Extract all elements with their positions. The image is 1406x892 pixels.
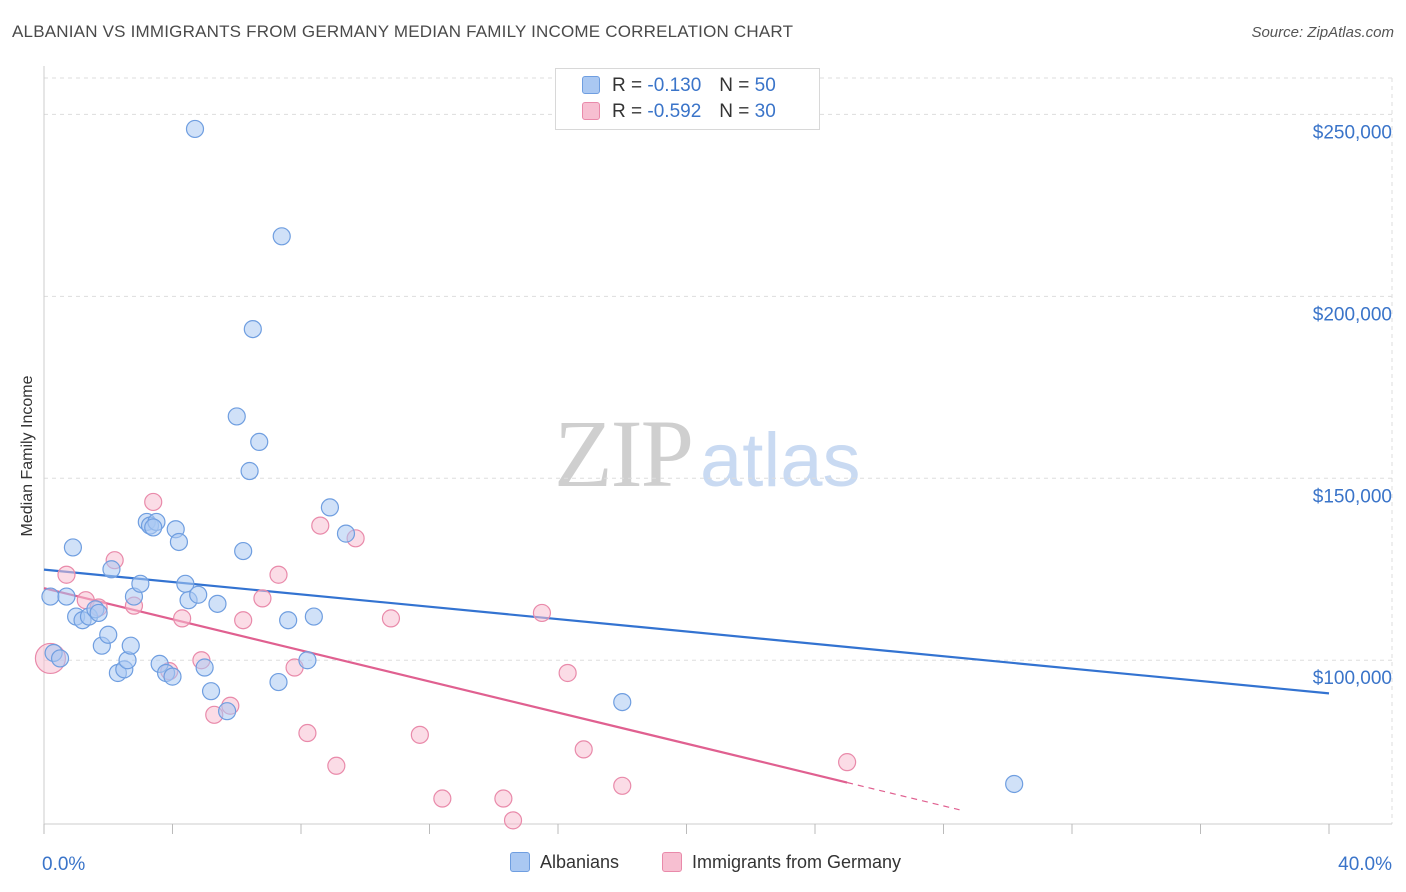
y-tick-label-250000: $250,000 <box>1313 122 1392 143</box>
y-tick-label-150000: $150,000 <box>1313 486 1392 507</box>
point-germany-20 <box>381 609 401 628</box>
point-albanians-26 <box>169 532 189 552</box>
trend-layer <box>43 568 1330 811</box>
legend-row-albanians: R = -0.130 N = 50 <box>582 75 776 99</box>
point-germany-8 <box>173 609 192 628</box>
point-germany-24 <box>503 811 523 830</box>
point-albanians-48 <box>1005 774 1024 794</box>
point-germany-21 <box>410 725 429 744</box>
point-albanians-2 <box>50 649 70 668</box>
stats-legend: R = -0.130 N = 50 R = -0.592 N = 30 <box>555 68 820 130</box>
source-label: Source: ZipAtlas.com <box>1251 24 1394 41</box>
point-albanians-45 <box>336 524 356 543</box>
bottom-legend-label-albanians: Albanians <box>540 852 620 872</box>
point-albanians-12 <box>102 560 121 579</box>
point-germany-23 <box>494 789 513 808</box>
watermark-zip: ZIP <box>554 400 694 507</box>
point-germany-1 <box>57 565 76 584</box>
legend-n-value-albanians: 50 <box>754 75 776 96</box>
grid-layer <box>44 77 1393 824</box>
point-albanians-36 <box>240 461 259 481</box>
point-germany-16 <box>298 723 317 743</box>
trendline-germany <box>43 587 848 784</box>
y-tick-label-200000: $200,000 <box>1313 304 1392 325</box>
point-albanians-9 <box>89 603 108 623</box>
point-albanians-38 <box>250 432 269 452</box>
point-albanians-34 <box>227 407 246 426</box>
point-albanians-43 <box>304 607 323 626</box>
legend-r-value-albanians: -0.130 <box>647 75 702 96</box>
point-albanians-35 <box>234 541 253 561</box>
point-albanians-40 <box>272 227 291 246</box>
point-albanians-46 <box>185 119 205 139</box>
point-albanians-37 <box>243 319 262 339</box>
point-albanians-24 <box>163 667 182 686</box>
point-albanians-41 <box>279 611 298 630</box>
point-albanians-49 <box>144 518 163 537</box>
point-albanians-3 <box>57 587 76 606</box>
point-albanians-39 <box>269 672 288 692</box>
x-tick-label-min: 0.0% <box>42 854 85 875</box>
x-tick-label-max: 40.0% <box>1338 854 1392 875</box>
point-germany-22 <box>433 789 452 808</box>
legend-swatch-germany <box>582 102 600 120</box>
legend-row-germany: R = -0.592 N = 30 <box>582 101 776 125</box>
chart-title: ALBANIAN VS IMMIGRANTS FROM GERMANY MEDI… <box>12 22 794 41</box>
watermark: ZIP atlas <box>554 398 861 509</box>
point-albanians-33 <box>218 702 237 721</box>
y-tick-label-100000: $100,000 <box>1313 668 1392 689</box>
legend-r-value-germany: -0.592 <box>647 101 702 122</box>
point-albanians-42 <box>298 651 317 670</box>
point-albanians-4 <box>63 538 83 557</box>
point-albanians-11 <box>99 625 118 644</box>
point-germany-18 <box>327 756 346 775</box>
legend-n-value-germany: 30 <box>754 101 776 122</box>
legend-r-label-albanians: R = <box>612 75 643 96</box>
y-axis-label: Median Family Income <box>19 375 36 537</box>
trendline-germany-extension <box>846 781 960 811</box>
legend-n-label-germany: N = <box>719 101 750 122</box>
point-albanians-30 <box>195 658 214 677</box>
point-germany-17 <box>311 516 330 535</box>
bottom-legend-swatch-albanians <box>510 852 530 872</box>
point-albanians-29 <box>189 585 208 604</box>
trendline-albanians <box>43 568 1330 695</box>
point-albanians-0 <box>41 587 60 606</box>
point-germany-26 <box>558 663 577 683</box>
legend-swatch-albanians <box>582 76 600 94</box>
point-albanians-16 <box>121 636 140 655</box>
point-albanians-44 <box>320 498 340 517</box>
point-albanians-18 <box>131 574 150 593</box>
label-layer: $100,000 $150,000 $200,000 $250,000 0.0% 40.0… <box>42 122 1392 875</box>
bottom-legend-albanians: Albanians <box>510 852 619 873</box>
bottom-legend-swatch-germany <box>662 852 682 872</box>
watermark-atlas: atlas <box>700 418 861 503</box>
point-germany-27 <box>574 740 593 759</box>
point-layer <box>34 119 1024 830</box>
point-germany-14 <box>269 565 288 584</box>
point-albanians-31 <box>201 682 221 701</box>
axis-layer <box>43 66 1392 834</box>
point-germany-29 <box>838 753 857 772</box>
bottom-legend-label-germany: Immigrants from Germany <box>692 852 902 872</box>
legend-n-label-albanians: N = <box>719 75 750 96</box>
point-germany-28 <box>613 776 632 795</box>
point-albanians-47 <box>613 692 632 712</box>
point-germany-12 <box>234 611 253 630</box>
point-albanians-32 <box>208 594 227 613</box>
point-germany-25 <box>532 603 552 623</box>
bottom-legend-germany: Immigrants from Germany <box>662 852 901 873</box>
point-germany-13 <box>253 589 272 608</box>
point-germany-6 <box>144 492 163 512</box>
legend-r-label-germany: R = <box>612 101 643 122</box>
